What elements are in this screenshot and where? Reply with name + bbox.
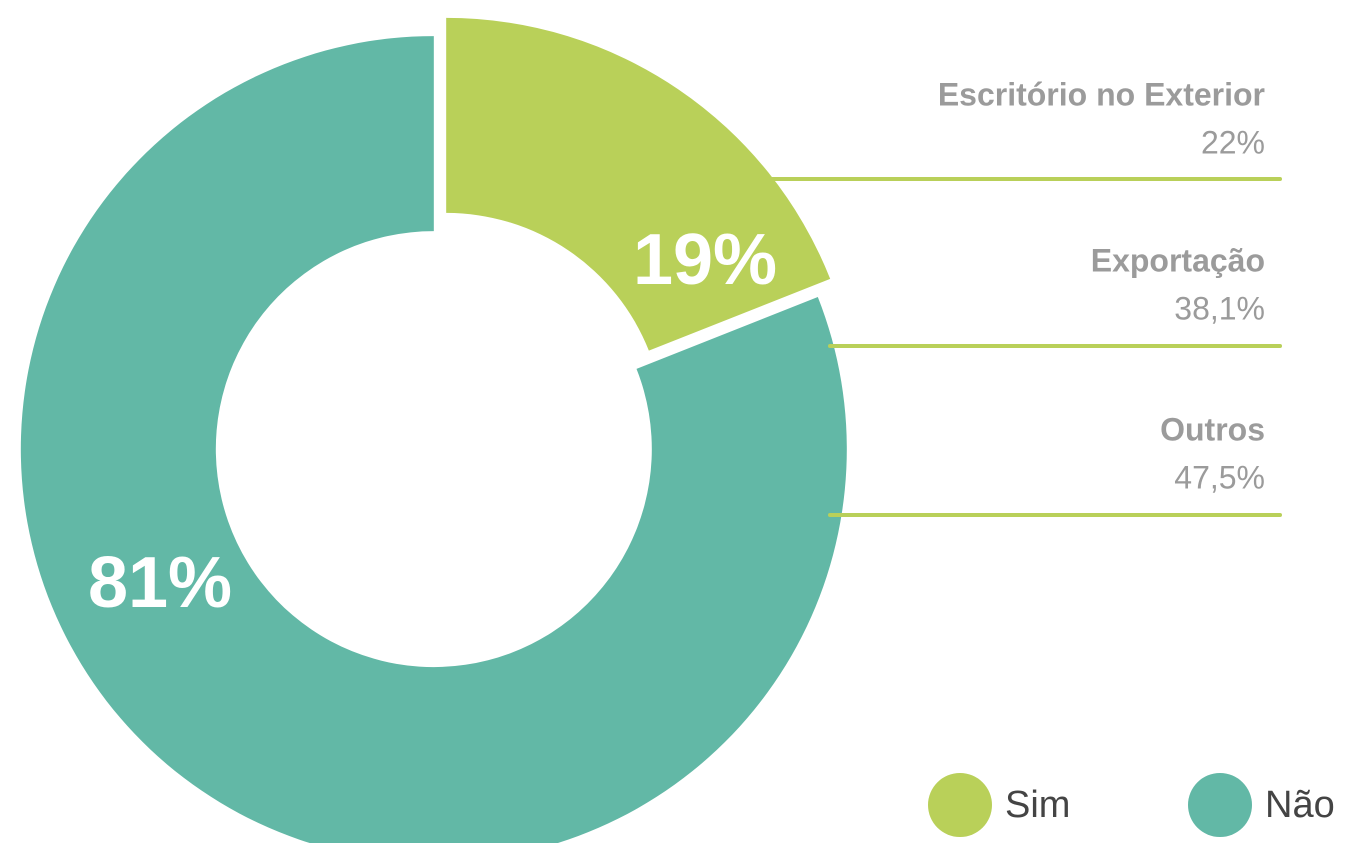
breakdown-label: Exportação bbox=[1091, 242, 1265, 278]
breakdown-label: Outros bbox=[1160, 411, 1265, 447]
donut bbox=[20, 17, 847, 843]
slice-label: 19% bbox=[633, 220, 777, 300]
slice-label: 81% bbox=[88, 543, 232, 623]
slice bbox=[20, 36, 847, 843]
breakdown-value: 47,5% bbox=[1174, 459, 1265, 495]
breakdown-value: 22% bbox=[1201, 124, 1265, 160]
legend-label: Sim bbox=[1005, 784, 1070, 826]
slice bbox=[446, 17, 831, 351]
legend-swatch bbox=[928, 773, 992, 837]
legend-swatch bbox=[1188, 773, 1252, 837]
legend-label: Não bbox=[1265, 784, 1335, 826]
leader-lines bbox=[758, 177, 1282, 517]
breakdown-label: Escritório no Exterior bbox=[938, 76, 1265, 112]
breakdown-value: 38,1% bbox=[1174, 290, 1265, 326]
